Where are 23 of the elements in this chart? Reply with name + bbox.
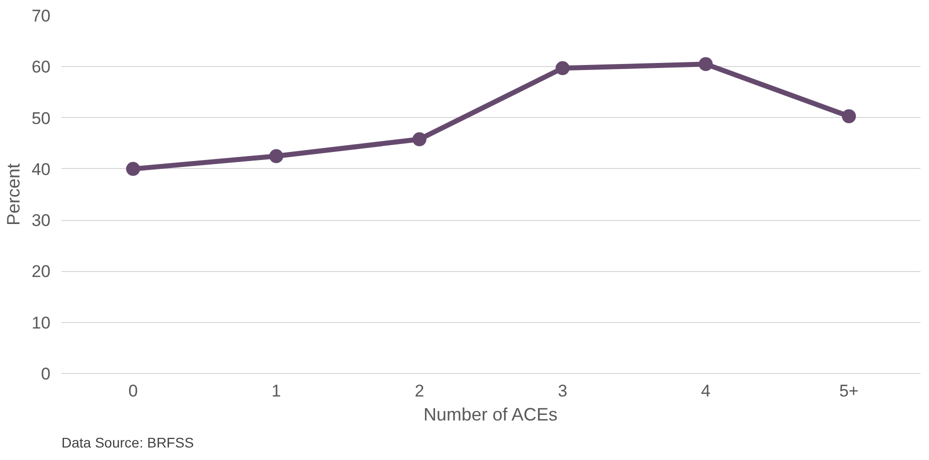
x-tick-label: 5+: [839, 382, 859, 400]
y-tick-label: 0: [41, 364, 51, 384]
point: [842, 109, 856, 124]
y-tick-label: 20: [32, 262, 51, 282]
point: [269, 149, 284, 164]
y-tick-label: 40: [32, 160, 51, 179]
x-tick-label: 1: [272, 382, 281, 400]
x-axis-title: Number of ACEs: [423, 404, 558, 424]
x-tick-label: 4: [701, 382, 710, 400]
x-tick-label: 0: [128, 382, 138, 400]
source-note: Data Source: BRFSS: [62, 434, 194, 450]
point: [556, 61, 570, 76]
x-tick-label: 2: [414, 382, 424, 400]
y-axis-title: Percent: [4, 163, 24, 226]
y-tick-label: 70: [32, 6, 51, 26]
x-tick-label: 3: [558, 382, 568, 400]
y-tick-label: 10: [32, 313, 51, 332]
y-tick-label: 50: [32, 108, 51, 128]
point: [698, 57, 713, 72]
y-tick-label: 30: [32, 211, 51, 230]
point: [126, 162, 140, 176]
point: [412, 132, 426, 146]
y-tick-label: 60: [32, 58, 51, 77]
